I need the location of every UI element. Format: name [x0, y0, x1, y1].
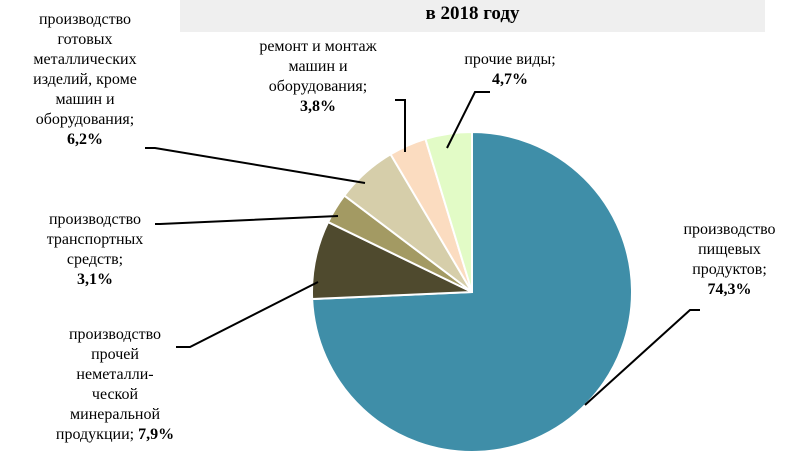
slice-value-label: 74,3%	[707, 281, 752, 298]
leader-line-2	[176, 281, 319, 348]
slice-label-3: производство транспортных средств; 3,1%	[15, 210, 175, 290]
slice-value-label: 4,7%	[492, 71, 528, 88]
leader-line-4	[145, 147, 366, 184]
leader-line-1	[584, 309, 700, 406]
slice-label-text: неметалли-	[76, 366, 154, 383]
slice-label-text: оборудования;	[35, 111, 135, 128]
slice-label-text: ческой	[91, 386, 139, 403]
slice-label-text: транспортных	[46, 231, 144, 248]
slice-label-text: машин и	[55, 91, 115, 108]
slice-label-text: машин и	[288, 58, 348, 75]
pie-slice-6	[424, 130, 473, 293]
slice-label-text: оборудования;	[268, 78, 368, 95]
slice-label-text: ремонт и монтаж	[259, 38, 377, 55]
slice-label-text: пищевых	[698, 241, 761, 258]
slice-value-label: 7,9%	[138, 426, 175, 443]
slice-label-text: готовых	[57, 31, 113, 48]
slice-label-text: средств;	[66, 251, 124, 268]
slice-label-text: минеральной	[70, 406, 160, 423]
leader-line-5	[395, 99, 406, 152]
slice-label-2: производство прочей неметалли-ческой минера…	[20, 325, 210, 445]
slice-label-1: производство пищевых продуктов; 74,3%	[662, 220, 797, 300]
slice-label-4: производство готовых металлических изделий,…	[0, 10, 170, 150]
leader-line-6	[446, 91, 490, 149]
slice-label-text: производство	[38, 11, 132, 28]
slice-value-label: 3,8%	[300, 98, 336, 115]
slice-label-text: прочей	[91, 346, 139, 363]
slice-label-6: прочие виды; 4,7%	[430, 50, 590, 90]
title-bar	[180, 0, 765, 32]
slice-label-text: продукции;	[55, 426, 135, 443]
slice-label-text: производство	[68, 326, 162, 343]
slice-value-label: 3,1%	[77, 271, 113, 288]
slice-label-text: металлических	[33, 51, 137, 68]
leader-line-3	[155, 215, 339, 225]
slice-label-text: изделий, кроме	[33, 71, 137, 88]
slice-value-label: 6,2%	[67, 131, 103, 148]
chart-title: в 2018 году	[425, 3, 520, 24]
slice-label-text: продуктов;	[692, 261, 767, 278]
slice-label-5: ремонт и монтаж машин и оборудования; 3,8%	[233, 37, 403, 117]
slice-label-text: производство	[683, 221, 776, 238]
slice-label-text: производство	[48, 211, 142, 228]
slice-label-text: прочие виды;	[464, 51, 556, 68]
